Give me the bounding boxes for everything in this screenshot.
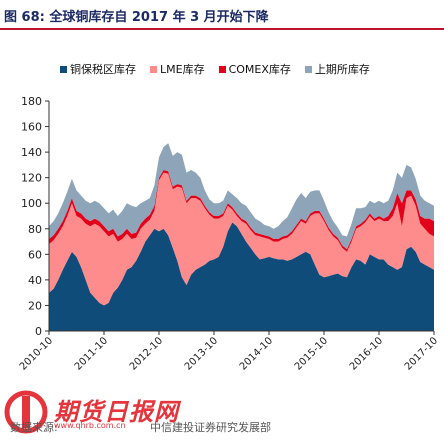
legend-swatch-comex: [218, 65, 226, 73]
y-tick-label: 80: [28, 223, 42, 236]
y-tick-label: 120: [21, 172, 42, 185]
source-value: 中信建投证券研究发展部: [150, 421, 271, 434]
title-rule: [0, 28, 444, 30]
legend-item-bonded: 铜保税区库存: [60, 61, 136, 77]
x-tick-label: 2015-10: [293, 335, 330, 372]
legend-label-lme: LME库存: [160, 63, 205, 76]
legend-swatch-bonded: [60, 65, 67, 73]
plot-areas: [49, 143, 434, 331]
y-tick-label: 100: [21, 197, 42, 210]
x-tick-label: 2011-10: [73, 335, 110, 372]
y-tick-label: 60: [28, 248, 42, 261]
x-tick-label: 2017-10: [403, 335, 440, 372]
logo-url: www.qhrb.com.cn: [54, 421, 126, 430]
y-tick-label: 160: [21, 121, 42, 134]
x-tick-label: 2010-10: [18, 335, 55, 372]
legend-label-bonded: 铜保税区库存: [70, 63, 136, 76]
series-area-1: [49, 172, 434, 306]
x-tick-label: 2014-10: [238, 335, 275, 372]
y-tick-label: 140: [21, 146, 42, 159]
series-area-0: [49, 222, 434, 331]
y-tick-label: 40: [28, 274, 42, 287]
copper-inventory-chart: 0 20 40 60 80 100 120 140 160 180 2010-10 2011-10 20…: [18, 95, 440, 373]
y-tick-label: 20: [28, 299, 42, 312]
x-tick-label: 2012-10: [128, 335, 165, 372]
futures-daily-logo-icon: [4, 390, 48, 434]
legend-item-lme: LME库存: [150, 61, 205, 77]
x-tick-label: 2016-10: [348, 335, 385, 372]
y-tick-label: 0: [35, 325, 42, 338]
legend-item-comex: COMEX库存: [218, 61, 291, 77]
y-tick-label: 180: [21, 95, 42, 108]
source-label: 数据来源:: [10, 421, 58, 434]
legend-swatch-shfe: [304, 65, 312, 73]
figure-header: 图 68: 全球铜库存自 2017 年 3 月开始下降: [0, 0, 444, 30]
legend-label-shfe: 上期所库存: [314, 63, 370, 76]
chart-legend: 铜保税区库存 LME库存 COMEX库存 上期所库存: [60, 62, 384, 76]
logo-text: 期货日报网: [54, 398, 179, 426]
x-tick-label: 2013-10: [183, 335, 220, 372]
legend-label-comex: COMEX库存: [228, 63, 291, 76]
legend-item-shfe: 上期所库存: [304, 61, 370, 77]
legend-swatch-lme: [150, 65, 157, 73]
figure-title: 图 68: 全球铜库存自 2017 年 3 月开始下降: [4, 10, 269, 25]
